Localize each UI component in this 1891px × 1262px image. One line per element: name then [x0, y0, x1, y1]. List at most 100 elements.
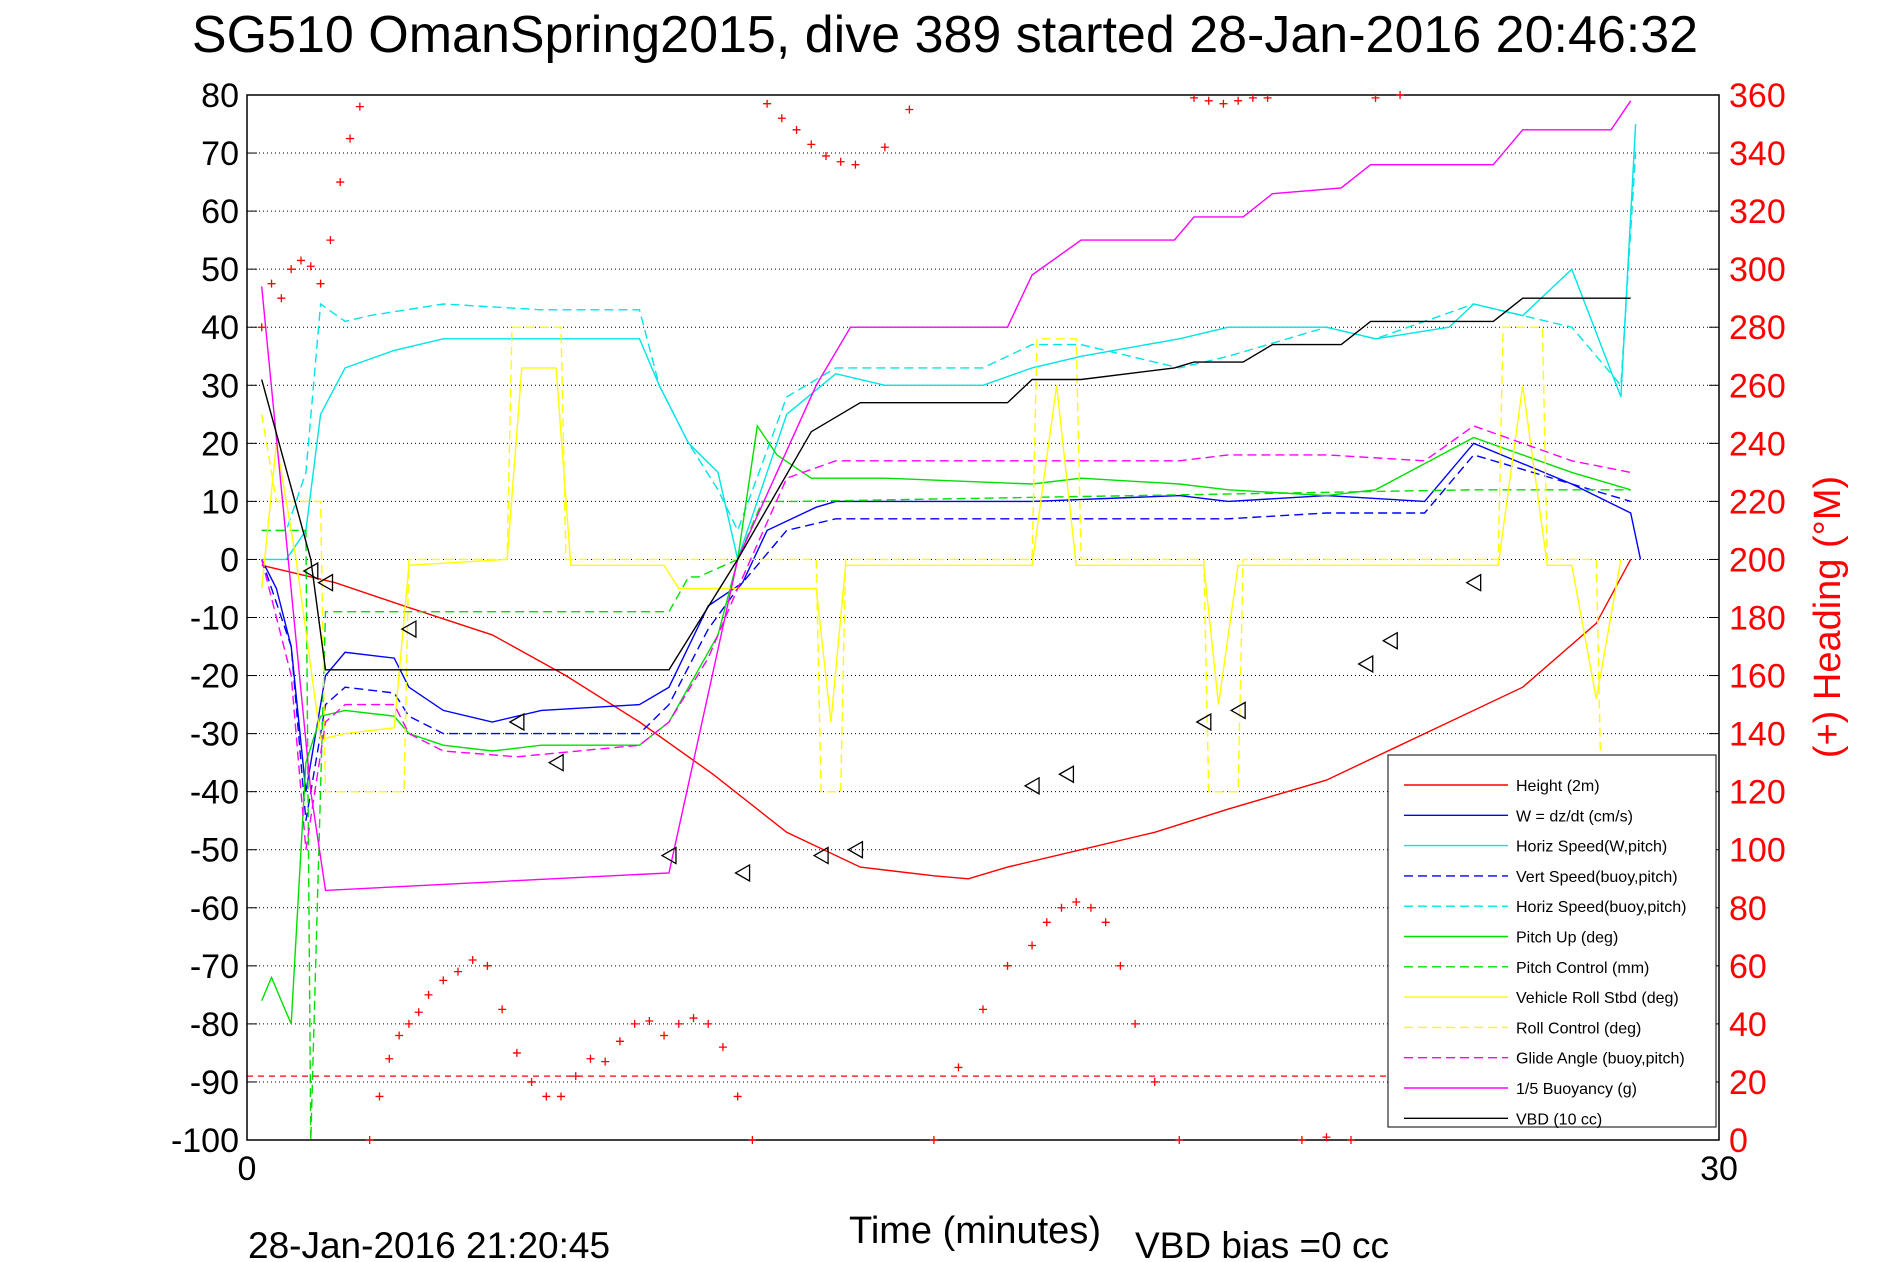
y-tick-label: 0 — [220, 541, 239, 579]
heading-mark — [414, 1008, 423, 1017]
heading-mark — [527, 1077, 536, 1086]
right-axis-ticks: 3603403203002802602402202001801601401201… — [1729, 77, 1786, 1160]
y-tick-label-right: 280 — [1729, 309, 1786, 347]
heading-mark — [929, 1136, 938, 1144]
heading-mark — [1204, 96, 1213, 105]
profile-marker — [1381, 631, 1398, 650]
legend-label: 1/5 Buoyancy (g) — [1516, 1081, 1637, 1098]
legend-label: Height (2m) — [1516, 778, 1600, 795]
heading-mark — [336, 178, 345, 187]
heading-mark — [630, 1019, 639, 1028]
heading-mark — [1003, 961, 1012, 970]
heading-mark — [424, 990, 433, 999]
y-tick-label: 10 — [201, 483, 239, 521]
legend-label: Pitch Control (mm) — [1516, 960, 1649, 977]
heading-mark — [1101, 918, 1110, 927]
x-tick-label: 30 — [1700, 1150, 1738, 1188]
y-tick-label-right: 220 — [1729, 483, 1786, 521]
heading-mark — [1189, 93, 1198, 102]
profile-marker — [1195, 712, 1212, 732]
heading-mark — [1028, 941, 1037, 950]
heading-mark — [733, 1092, 742, 1101]
y-tick-label-right: 240 — [1729, 425, 1786, 463]
series-line-8 — [261, 326, 1602, 793]
profile-marker — [302, 561, 319, 581]
legend-label: Vert Speed(buoy,pitch) — [1516, 869, 1678, 886]
y-tick-label-right: 60 — [1729, 948, 1767, 986]
y-tick-label-right: 260 — [1729, 367, 1786, 405]
heading-mark — [326, 236, 335, 245]
y-tick-label-right: 180 — [1729, 600, 1786, 638]
heading-marks — [257, 91, 1405, 1144]
series-line-2 — [261, 123, 1637, 562]
heading-mark — [880, 143, 889, 152]
y-tick-label-right: 40 — [1729, 1006, 1767, 1044]
heading-mark — [1150, 1077, 1159, 1086]
heading-mark — [1234, 96, 1243, 105]
legend-label: W = dz/dt (cm/s) — [1516, 808, 1633, 825]
y-tick-label-right: 120 — [1729, 774, 1786, 812]
y-tick-label: 20 — [201, 425, 239, 463]
heading-mark — [748, 1136, 757, 1144]
heading-mark — [718, 1043, 727, 1052]
heading-mark — [571, 1072, 580, 1081]
heading-mark — [1219, 99, 1228, 108]
legend-label: Horiz Speed(W,pitch) — [1516, 839, 1667, 856]
left-axis-ticks: 80 70 60 50 40 30 20 10 0 -10 -20 -30 -40 -50 -60 -70 -8… — [171, 77, 1719, 1160]
heading-mark — [1322, 1133, 1331, 1142]
heading-mark — [277, 294, 286, 303]
heading-mark — [1263, 93, 1272, 102]
profile-marker — [1058, 765, 1075, 784]
legend-label: Roll Control (deg) — [1516, 1020, 1641, 1037]
legend-label: Glide Angle (buoy,pitch) — [1516, 1051, 1685, 1068]
series-line-10 — [261, 100, 1632, 892]
heading-mark — [905, 105, 914, 114]
profile-marker — [547, 753, 564, 772]
y-tick-label: -70 — [190, 948, 239, 986]
footer-vbd-bias: VBD bias =0 cc — [1135, 1225, 1389, 1262]
y-tick-label-right: 80 — [1729, 890, 1767, 928]
heading-mark — [1297, 1136, 1306, 1144]
series-line-0 — [261, 559, 1632, 880]
footer-date: 28-Jan-2016 21:20:45 — [248, 1225, 610, 1262]
y-tick-label-right: 340 — [1729, 135, 1786, 173]
heading-mark — [439, 976, 448, 985]
profile-marker — [660, 846, 677, 865]
heading-mark — [1086, 903, 1095, 912]
y-tick-label: 50 — [201, 251, 239, 289]
profile-marker — [508, 712, 525, 732]
heading-mark — [1371, 93, 1380, 102]
heading-mark — [851, 160, 860, 169]
y-tick-label-right: 360 — [1729, 77, 1786, 115]
profile-marker — [1357, 654, 1374, 674]
heading-mark — [821, 151, 830, 160]
heading-mark — [557, 1092, 566, 1101]
y-tick-label: -60 — [190, 890, 239, 928]
legend-box — [1387, 754, 1717, 1128]
y-tick-label: 80 — [201, 77, 239, 115]
heading-mark — [979, 1005, 987, 1014]
heading-mark — [1131, 1019, 1140, 1028]
heading-mark — [674, 1019, 683, 1028]
heading-mark — [1396, 91, 1405, 99]
profile-marker — [847, 840, 864, 859]
heading-mark — [601, 1057, 610, 1066]
series-line-4 — [261, 153, 1637, 533]
heading-mark — [1347, 1136, 1355, 1144]
y-tick-label-right: 300 — [1729, 251, 1786, 289]
legend: Height (2m) W = dz/dt (cm/s) Horiz Speed(W… — [1387, 754, 1717, 1128]
profile-marker — [734, 863, 751, 883]
heading-mark — [296, 256, 305, 265]
heading-mark — [483, 961, 492, 970]
y-tick-label-right: 320 — [1729, 193, 1786, 231]
heading-mark — [1042, 918, 1051, 927]
right-axis-label: (+) Heading (°M) — [1807, 476, 1849, 758]
y-tick-label: -100 — [171, 1122, 239, 1160]
y-tick-label: -80 — [190, 1006, 239, 1044]
heading-mark — [704, 1019, 713, 1028]
y-tick-label-right: 20 — [1729, 1064, 1767, 1102]
y-tick-label: 60 — [201, 193, 239, 231]
profile-marker — [317, 573, 334, 592]
heading-mark — [257, 323, 266, 332]
